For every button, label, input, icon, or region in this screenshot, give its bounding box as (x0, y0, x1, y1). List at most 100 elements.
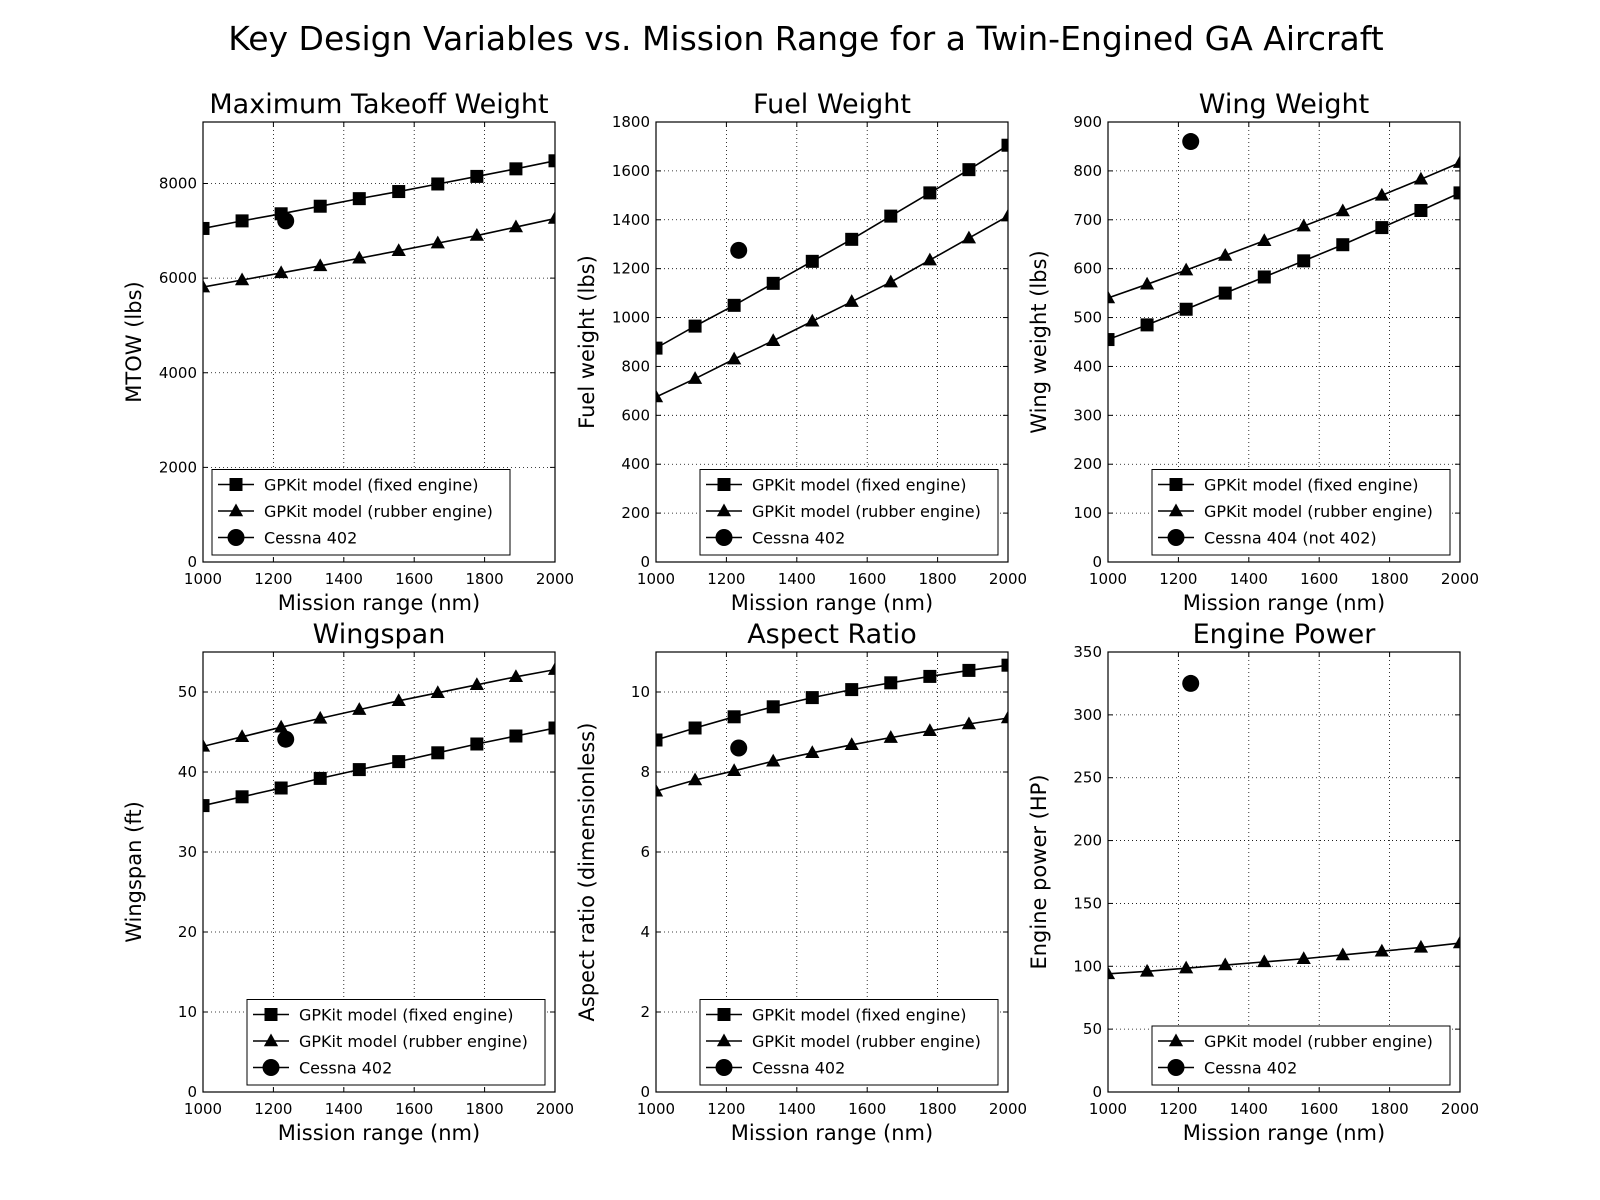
data-point (1257, 954, 1272, 968)
data-point (805, 745, 820, 759)
legend-label: Cessna 404 (not 402) (1204, 529, 1377, 548)
data-point (391, 243, 406, 256)
data-point (1218, 286, 1232, 300)
x-tick-label: 2000 (536, 570, 574, 588)
y-tick-label: 1200 (612, 260, 650, 278)
data-point (727, 298, 741, 312)
y-tick-label: 400 (1073, 357, 1102, 375)
series-line (203, 160, 555, 230)
data-point (508, 669, 524, 683)
cessna-point (730, 739, 748, 757)
y-tick-label: 8 (640, 763, 650, 781)
chart-panel: 1000 1200 1400 1600 1800 2000 0 100 200 300 400 500… (1027, 89, 1479, 615)
chart-panel: 1000 1200 1400 1600 1800 2000 0 200 400 600 800 100… (575, 89, 1027, 615)
y-tick-label: 0 (187, 553, 197, 571)
y-tick-label: 150 (1073, 894, 1102, 912)
legend-marker (715, 529, 733, 546)
x-tick-label: 1400 (778, 1100, 816, 1118)
legend: GPKit model (fixed engine) GPKit model (r… (246, 999, 546, 1086)
y-tick-label: 400 (621, 455, 650, 473)
series-line (656, 215, 1008, 398)
legend: GPKit model (fixed engine) GPKit model (r… (699, 999, 999, 1086)
x-axis-label: Mission range (nm) (1183, 591, 1385, 615)
x-tick-label: 1200 (254, 570, 292, 588)
data-point (1218, 957, 1233, 971)
y-tick-label: 1400 (612, 211, 650, 229)
y-tick-label: 0 (1092, 1083, 1102, 1101)
data-point (203, 799, 210, 813)
data-point (1413, 171, 1429, 185)
data-point (508, 219, 524, 233)
data-point (203, 279, 211, 293)
legend-label: Cessna 402 (264, 529, 357, 548)
legend-marker (715, 1059, 733, 1076)
data-point (203, 221, 210, 235)
x-tick-label: 1800 (919, 570, 957, 588)
y-tick-label: 4 (640, 923, 650, 941)
data-point (392, 185, 406, 199)
legend-label: GPKit model (fixed engine) (752, 476, 966, 495)
series-line (1108, 192, 1460, 341)
x-axis-label: Mission range (nm) (1183, 1121, 1385, 1145)
data-point (656, 341, 663, 355)
y-tick-label: 0 (640, 553, 650, 571)
figure-title: Key Design Variables vs. Mission Range f… (228, 19, 1384, 58)
legend-marker (716, 503, 732, 517)
data-point (961, 230, 977, 244)
data-point (392, 755, 406, 769)
x-tick-label: 1000 (184, 570, 222, 588)
data-point (1139, 963, 1155, 977)
panel-title: Wingspan (313, 619, 446, 650)
legend: GPKit model (rubber engine) Cessna 402 (1151, 1025, 1451, 1086)
data-point (1414, 203, 1428, 217)
x-tick-label: 1800 (466, 570, 504, 588)
data-point (470, 169, 484, 183)
x-tick-label: 2000 (989, 1100, 1027, 1118)
y-tick-label: 30 (178, 843, 197, 861)
legend-marker (1168, 1033, 1184, 1047)
y-tick-label: 10 (631, 683, 650, 701)
y-tick-label: 1600 (612, 162, 650, 180)
cessna-point (277, 212, 295, 230)
y-tick-label: 40 (178, 763, 197, 781)
data-point (509, 729, 523, 743)
legend-label: GPKit model (fixed engine) (752, 1006, 966, 1025)
data-point (1374, 187, 1389, 201)
x-tick-label: 2000 (989, 570, 1027, 588)
legend-marker (717, 1008, 731, 1021)
axes-frame (202, 651, 556, 1093)
y-tick-label: 0 (187, 1083, 197, 1101)
data-point (656, 733, 663, 747)
x-tick-label: 1600 (848, 1100, 886, 1118)
y-tick-label: 700 (1073, 211, 1102, 229)
y-tick-label: 200 (621, 504, 650, 522)
data-point (547, 211, 555, 224)
data-point (1297, 254, 1311, 268)
data-point (766, 276, 780, 290)
plot-area (656, 138, 1008, 403)
data-point (1335, 203, 1350, 217)
data-point (1140, 318, 1154, 332)
data-point (1000, 208, 1008, 222)
plot-area (1108, 133, 1460, 347)
legend-label: Cessna 402 (752, 1059, 845, 1078)
data-point (391, 693, 406, 707)
series-line (1108, 161, 1460, 299)
data-point (352, 702, 367, 715)
y-tick-label: 0 (1092, 553, 1102, 571)
data-point (313, 771, 327, 785)
data-point (962, 663, 976, 677)
cessna-point (730, 241, 748, 259)
panel-title: Wing Weight (1199, 89, 1370, 120)
legend-label: GPKit model (rubber engine) (1204, 1032, 1433, 1051)
legend-marker (263, 1033, 279, 1047)
data-point (1374, 943, 1389, 957)
data-point (1452, 155, 1460, 168)
data-point (1453, 186, 1460, 200)
panel-title: Engine Power (1193, 619, 1377, 650)
legend-marker (1167, 529, 1185, 546)
y-tick-label: 0 (640, 1083, 650, 1101)
legend: GPKit model (fixed engine) GPKit model (r… (211, 469, 511, 556)
chart-panel: 1000 1200 1400 1600 1800 2000 0 50 100 150 200 250 3… (1027, 619, 1479, 1145)
